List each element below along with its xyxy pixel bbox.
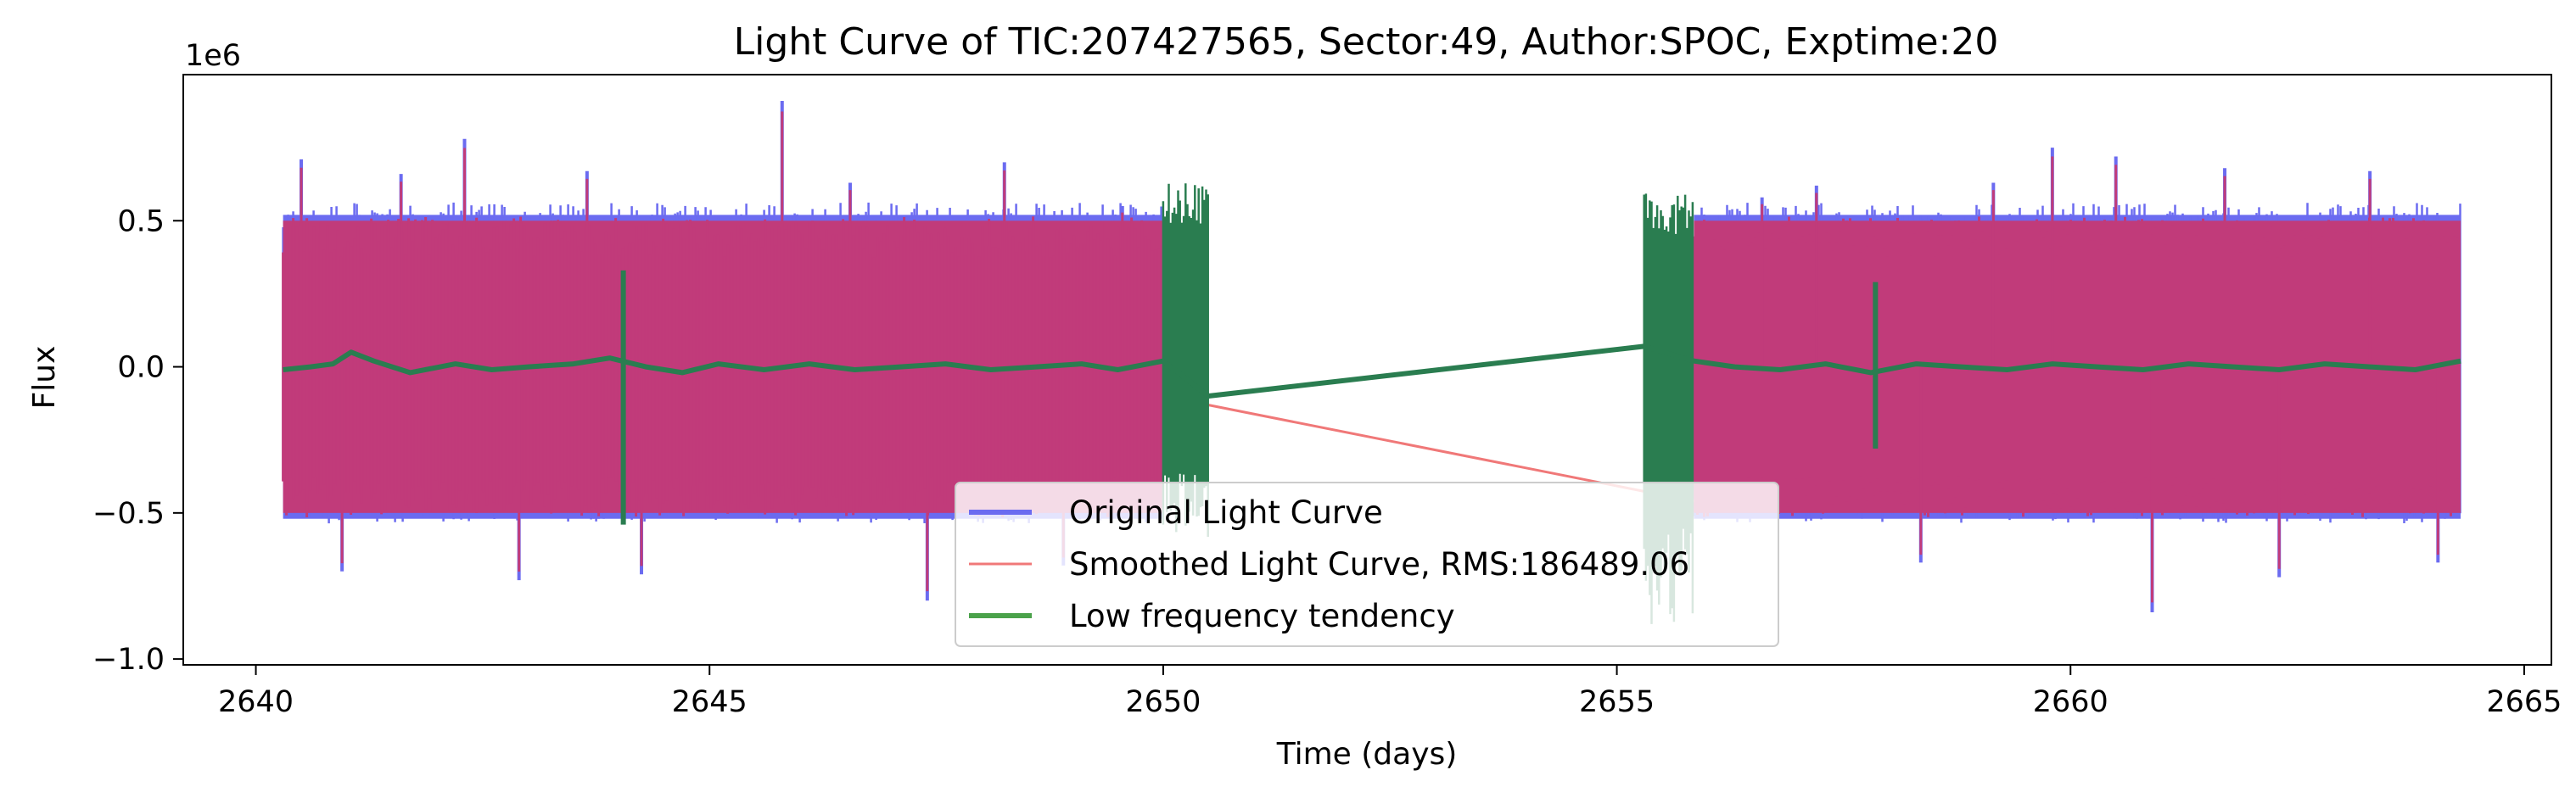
x-tick-label-0: 2640: [218, 685, 294, 719]
legend: Original Light Curve Smoothed Light Curve…: [955, 482, 1779, 647]
y-axis-label: Flux: [27, 346, 62, 410]
x-axis: 2640 2645 2650 2655 2660 2665: [218, 665, 2562, 719]
x-tick-label-4: 2660: [2033, 685, 2108, 719]
plot-frame: [182, 74, 2552, 666]
x-tick-label-2: 2650: [1125, 685, 1201, 719]
legend-label-1: Smoothed Light Curve, RMS:186489.06: [1069, 546, 1689, 583]
y-axis: −1.0 −0.5 0.0 0.5: [92, 204, 183, 677]
y-offset-label: 1e6: [185, 39, 241, 73]
trend-noisy-segment-1: [1643, 193, 1694, 624]
y-tick-label-3: 0.5: [117, 204, 165, 238]
legend-box: [955, 482, 1779, 647]
series-layer: [282, 101, 2461, 624]
chart-title: Light Curve of TIC:207427565, Sector:49,…: [734, 20, 1999, 64]
x-tick-label-5: 2665: [2486, 685, 2562, 719]
plot-area: [182, 74, 2552, 666]
y-tick-label-2: 0.0: [117, 351, 165, 385]
x-axis-label: Time (days): [1276, 737, 1458, 772]
trend-line: [283, 343, 2461, 399]
x-tick-label-3: 2655: [1579, 685, 1655, 719]
legend-label-2: Low frequency tendency: [1069, 598, 1455, 634]
y-tick-label-1: −0.5: [92, 497, 165, 531]
y-tick-label-0: −1.0: [92, 643, 165, 677]
x-tick-label-1: 2645: [672, 685, 748, 719]
legend-label-0: Original Light Curve: [1069, 494, 1383, 531]
